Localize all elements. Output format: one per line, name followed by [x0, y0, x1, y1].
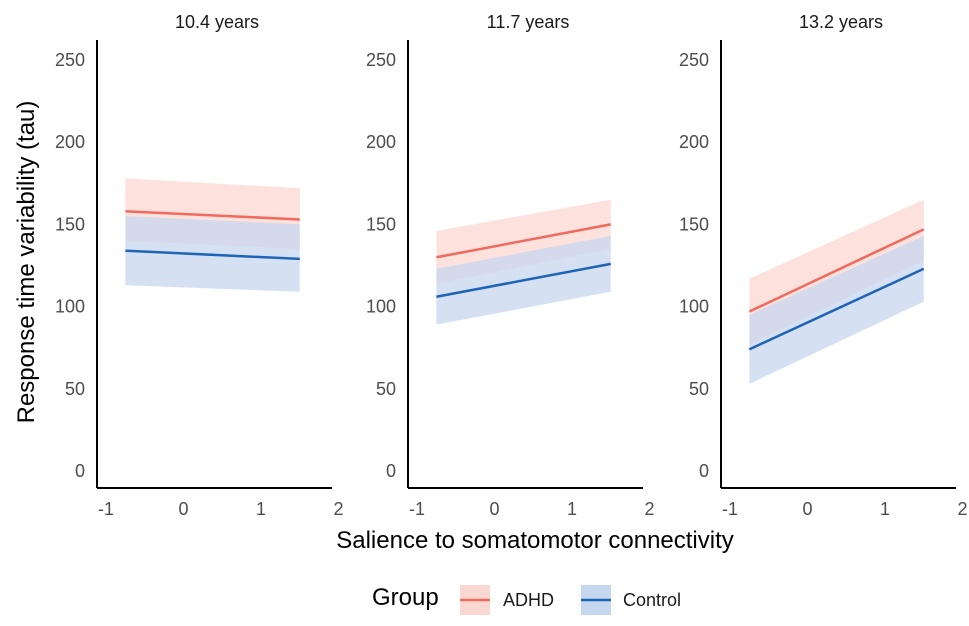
y-tick-label: 250	[366, 50, 396, 70]
series-line-adhd	[436, 223, 611, 259]
y-tick-label: 100	[55, 297, 85, 317]
y-tick-label: 250	[679, 50, 709, 70]
panel-title: 13.2 years	[799, 12, 883, 32]
y-tick-label: 0	[386, 461, 396, 481]
y-axis-title: Response time variability (tau)	[13, 101, 40, 424]
x-tick-label: 0	[802, 499, 812, 519]
x-tick-label: 1	[256, 499, 266, 519]
y-tick-label: 150	[55, 214, 85, 234]
series-line-control	[748, 267, 925, 351]
y-tick-label: 200	[679, 132, 709, 152]
series-line-adhd	[748, 228, 925, 313]
x-tick-label: -1	[98, 499, 114, 519]
y-tick-label: 100	[679, 297, 709, 317]
x-tick-label: 0	[178, 499, 188, 519]
panel-title: 11.7 years	[487, 12, 570, 32]
x-tick-label: 1	[567, 499, 577, 519]
legend-label-adhd: ADHD	[503, 590, 554, 610]
series-line-control	[125, 249, 300, 261]
y-tick-label: 150	[679, 214, 709, 234]
y-tick-label: 200	[55, 132, 85, 152]
panel-title: 10.4 years	[175, 12, 259, 32]
legend-label-control: Control	[623, 590, 681, 610]
x-tick-label: -1	[722, 499, 738, 519]
x-tick-label: 2	[644, 499, 654, 519]
x-tick-label: -1	[409, 499, 425, 519]
y-tick-label: 0	[75, 461, 85, 481]
series-line-adhd	[125, 209, 300, 221]
panel-3: 13.2 years 0 50 100 150 200 250 -1 0 1 2	[679, 12, 968, 519]
x-tick-label: 2	[333, 499, 343, 519]
x-tick-label: 2	[957, 499, 967, 519]
series-line-control	[436, 262, 611, 298]
legend-title: Group	[372, 584, 439, 611]
y-tick-label: 50	[376, 379, 396, 399]
panel-2: 11.7 years 0 50 100 150 200 250 -1 0 1 2	[366, 12, 655, 519]
legend: Group ADHD Control	[372, 584, 681, 615]
x-tick-label: 1	[880, 499, 890, 519]
y-tick-label: 50	[65, 379, 85, 399]
y-tick-label: 100	[366, 297, 396, 317]
y-tick-label: 250	[55, 50, 85, 70]
x-tick-label: 0	[489, 499, 499, 519]
y-tick-label: 150	[366, 214, 396, 234]
y-tick-label: 50	[689, 379, 709, 399]
panel-1: 10.4 years 0 50 100 150 200 250 -1 0 1 2	[55, 12, 344, 519]
y-tick-label: 0	[699, 461, 709, 481]
x-axis-title: Salience to somatomotor connectivity	[336, 527, 734, 554]
y-tick-label: 200	[366, 132, 396, 152]
